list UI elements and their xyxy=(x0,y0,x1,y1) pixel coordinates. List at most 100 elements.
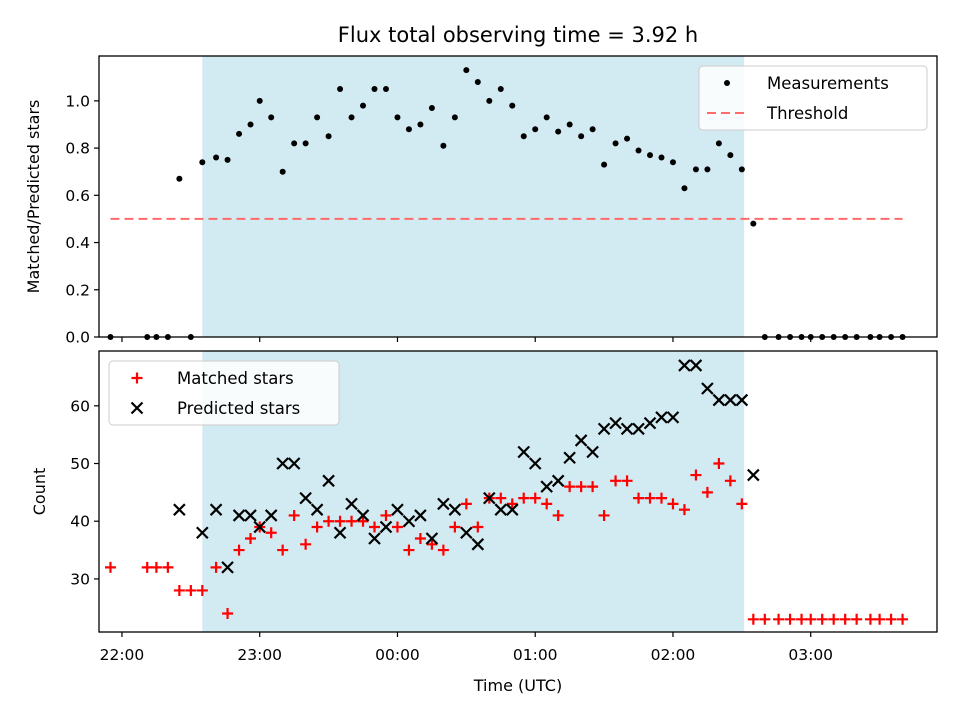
x-tick-label: 01:00 xyxy=(513,646,558,664)
predicted-star-point xyxy=(425,532,439,545)
measurement-point xyxy=(268,114,275,121)
matched-star-point xyxy=(610,475,622,487)
predicted-star-point xyxy=(586,445,599,459)
matched-star-point xyxy=(773,613,785,625)
matched-star-point xyxy=(518,492,530,504)
measurement-point xyxy=(532,126,539,133)
measurement-point xyxy=(247,121,254,128)
matched-star-point xyxy=(346,515,358,527)
x-tick-label: 00:00 xyxy=(375,646,420,664)
measurement-point xyxy=(624,135,631,142)
x-tick-label: 23:00 xyxy=(237,646,282,664)
matched-star-point xyxy=(141,561,153,573)
predicted-star-point xyxy=(287,457,301,470)
measurement-point xyxy=(589,126,596,133)
predicted-star-point xyxy=(345,497,358,511)
measurement-point xyxy=(497,86,504,93)
measurement-point xyxy=(213,154,220,161)
measurement-point xyxy=(314,114,321,121)
matched-star-point xyxy=(759,613,771,625)
matched-star-point xyxy=(874,613,886,625)
matched-star-point xyxy=(851,613,863,625)
measurement-point xyxy=(509,102,516,109)
predicted-star-point xyxy=(244,509,257,522)
measurement-point xyxy=(440,142,447,149)
measurement-point xyxy=(394,114,401,121)
measurement-point xyxy=(601,161,608,168)
chart-title: Flux total observing time = 3.92 h xyxy=(338,23,698,47)
ratio-legend: Measurements Threshold xyxy=(698,65,928,131)
measurement-point xyxy=(669,159,676,166)
predicted-star-point xyxy=(276,457,289,470)
measurement-point xyxy=(360,102,367,109)
predicted-star-point xyxy=(333,526,347,540)
matched-star-point xyxy=(747,613,759,625)
matched-star-point xyxy=(460,498,472,510)
matched-star-point xyxy=(701,486,713,498)
x-tick-label: 03:00 xyxy=(788,646,833,664)
y-tick-label: 0.0 xyxy=(65,329,90,347)
matched-star-point xyxy=(587,481,599,493)
predicted-star-point xyxy=(735,393,749,407)
x-tick-label: 02:00 xyxy=(651,646,696,664)
matched-star-point xyxy=(552,509,564,521)
measurement-point xyxy=(704,166,711,173)
ratio-axes: 0.0 0.2 0.4 0.6 0.8 1.0 xyxy=(65,55,938,347)
count-marks xyxy=(104,359,909,625)
legend-matched-marker xyxy=(131,372,143,384)
predicted-star-point xyxy=(471,538,485,551)
predicted-star-point xyxy=(264,509,278,522)
measurement-point xyxy=(612,140,619,147)
predicted-star-point xyxy=(540,480,553,493)
ratio-y-axis-label: Matched/Predicted stars xyxy=(24,100,43,294)
measurement-point xyxy=(337,86,344,93)
measurement-point xyxy=(405,126,412,133)
predicted-star-point xyxy=(232,509,246,522)
matched-star-point xyxy=(357,515,369,527)
matched-star-point xyxy=(784,613,796,625)
ratio-panel: 0.0 0.2 0.4 0.6 0.8 1.0 Matched/Predicted sta… xyxy=(24,55,938,347)
predicted-star-point xyxy=(299,491,312,505)
measurement-point xyxy=(647,152,654,159)
matched-star-point xyxy=(403,544,415,556)
matched-star-point xyxy=(724,475,736,487)
predicted-star-point xyxy=(483,491,496,505)
measurement-point xyxy=(236,130,243,137)
matched-star-point xyxy=(233,544,245,556)
measurement-point xyxy=(578,133,585,140)
predicted-star-point xyxy=(517,445,531,459)
predicted-star-point xyxy=(379,520,393,534)
measurement-point xyxy=(291,140,298,147)
matched-star-point xyxy=(380,509,392,521)
axes-frame xyxy=(98,55,938,338)
measurement-point xyxy=(371,86,378,93)
matched-star-point xyxy=(391,521,403,533)
predicted-star-point xyxy=(505,503,519,516)
matched-star-point xyxy=(162,561,174,573)
legend-box xyxy=(108,360,340,426)
predicted-star-point xyxy=(551,474,565,488)
matched-star-point xyxy=(210,561,222,573)
measurement-point xyxy=(382,86,389,93)
matched-star-point xyxy=(667,498,679,510)
measurement-point xyxy=(325,133,332,140)
predicted-star-point xyxy=(747,468,760,482)
predicted-star-point xyxy=(221,561,234,574)
measurement-point xyxy=(658,154,665,161)
predicted-star-point xyxy=(724,393,737,407)
y-tick-label: 30 xyxy=(70,570,90,588)
matched-star-point xyxy=(864,613,876,625)
count-panel: 30 40 50 60 22:00 23:00 00:00 01:00 02:00 03:00 C… xyxy=(30,350,938,695)
predicted-star-point xyxy=(460,526,473,540)
matched-star-point xyxy=(277,544,289,556)
predicted-star-point xyxy=(448,503,462,516)
matched-star-point xyxy=(173,584,185,596)
matched-star-point xyxy=(564,481,576,493)
count-axes: 30 40 50 60 22:00 23:00 00:00 01:00 02:00 03:00 xyxy=(70,350,938,664)
predicted-star-point xyxy=(253,520,266,534)
measurement-point xyxy=(428,104,435,111)
measurement-point xyxy=(566,121,573,128)
matched-star-point xyxy=(678,504,690,516)
matched-star-point xyxy=(311,521,323,533)
